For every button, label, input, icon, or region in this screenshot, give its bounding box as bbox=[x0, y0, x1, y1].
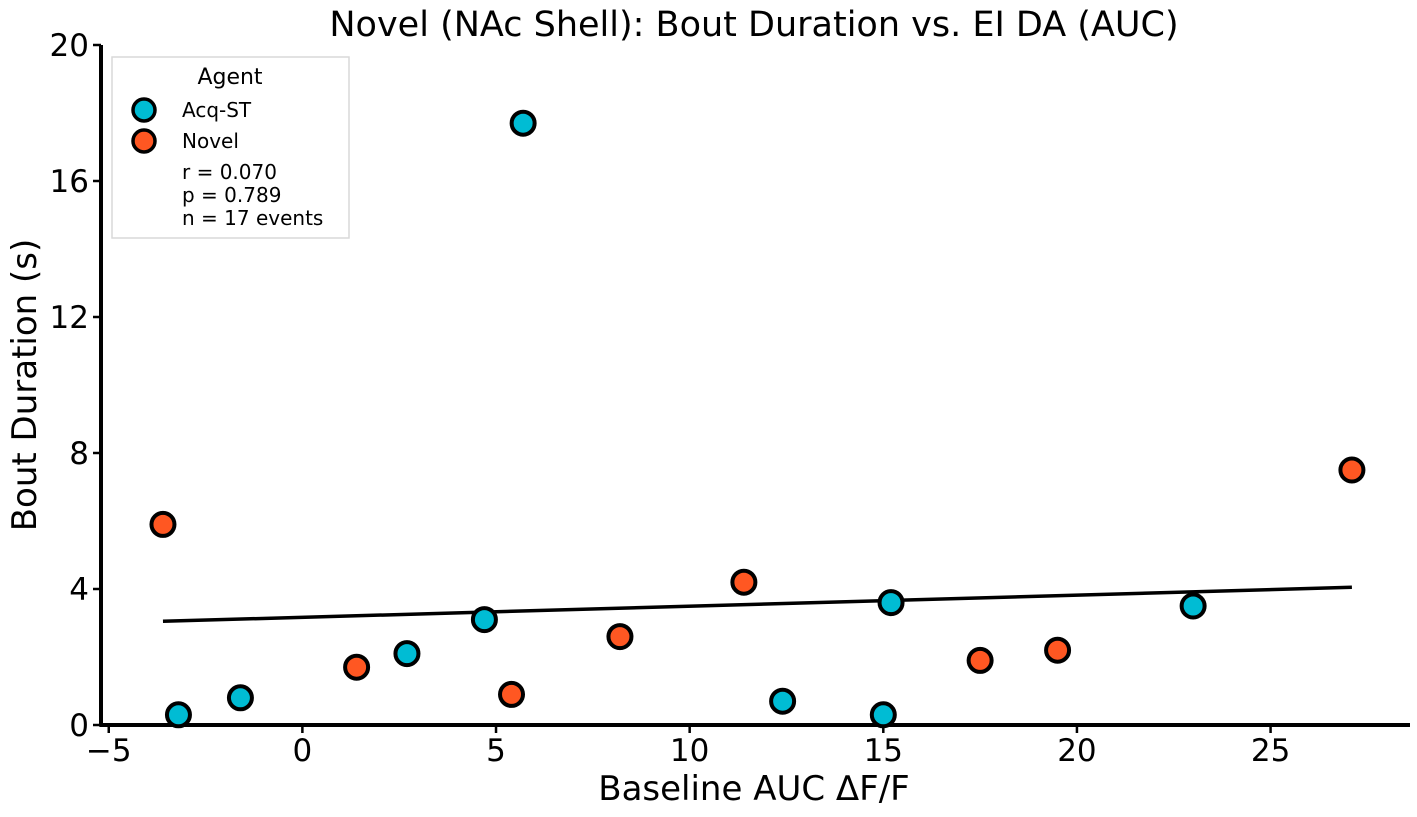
legend: Agent Acq-ST Novel r = 0.070 p = 0.789 n… bbox=[111, 56, 350, 239]
data-point-novel bbox=[730, 568, 758, 596]
data-point-acq-st bbox=[869, 701, 897, 729]
data-point-acq-st bbox=[164, 701, 192, 729]
x-tick-label: 15 bbox=[864, 733, 903, 769]
data-point-acq-st bbox=[769, 687, 797, 715]
legend-stat-n: n = 17 events bbox=[182, 206, 323, 230]
legend-marker-acq-st bbox=[131, 97, 157, 123]
data-point-novel bbox=[498, 680, 526, 708]
y-axis-label: Bout Duration (s) bbox=[5, 239, 45, 532]
data-point-acq-st bbox=[1179, 592, 1207, 620]
data-point-novel bbox=[606, 623, 634, 651]
data-point-novel bbox=[966, 646, 994, 674]
y-tick-label: 8 bbox=[69, 436, 89, 472]
y-tick-label: 0 bbox=[69, 708, 89, 744]
legend-stat-r: r = 0.070 bbox=[182, 160, 277, 184]
y-tick-label: 12 bbox=[50, 300, 89, 336]
data-point-novel bbox=[1338, 456, 1366, 484]
chart-title: Novel (NAc Shell): Bout Duration vs. EI … bbox=[329, 5, 1178, 45]
legend-label-acq-st: Acq-ST bbox=[182, 98, 252, 122]
legend-label-novel: Novel bbox=[182, 129, 239, 153]
x-axis-label: Baseline AUC ΔF/F bbox=[598, 769, 909, 809]
regression-line bbox=[162, 585, 1352, 624]
legend-marker-novel bbox=[131, 128, 157, 154]
y-axis-ticks: 0 4 8 12 16 20 bbox=[50, 28, 101, 744]
legend-stat-p: p = 0.789 bbox=[182, 183, 281, 207]
x-tick-label: 5 bbox=[486, 733, 506, 769]
data-point-acq-st bbox=[877, 589, 905, 617]
x-tick-label: −5 bbox=[86, 733, 132, 769]
y-tick-label: 20 bbox=[50, 28, 89, 64]
x-tick-label: 20 bbox=[1057, 733, 1096, 769]
legend-title: Agent bbox=[197, 65, 262, 90]
plot-area bbox=[99, 45, 1410, 729]
x-tick-label: 10 bbox=[670, 733, 709, 769]
x-tick-label: 25 bbox=[1251, 733, 1290, 769]
data-point-acq-st bbox=[226, 684, 254, 712]
y-tick-label: 4 bbox=[69, 572, 89, 608]
data-point-acq-st bbox=[470, 606, 498, 634]
legend-frame bbox=[111, 56, 350, 239]
data-point-acq-st bbox=[509, 109, 537, 137]
x-tick-label: 0 bbox=[293, 733, 313, 769]
x-axis-ticks: −5 0 5 10 15 20 25 bbox=[86, 725, 1290, 769]
y-tick-label: 16 bbox=[50, 164, 89, 200]
data-point-novel bbox=[1044, 636, 1072, 664]
data-point-novel bbox=[343, 653, 371, 681]
data-point-novel bbox=[149, 510, 177, 538]
data-point-acq-st bbox=[393, 640, 421, 668]
